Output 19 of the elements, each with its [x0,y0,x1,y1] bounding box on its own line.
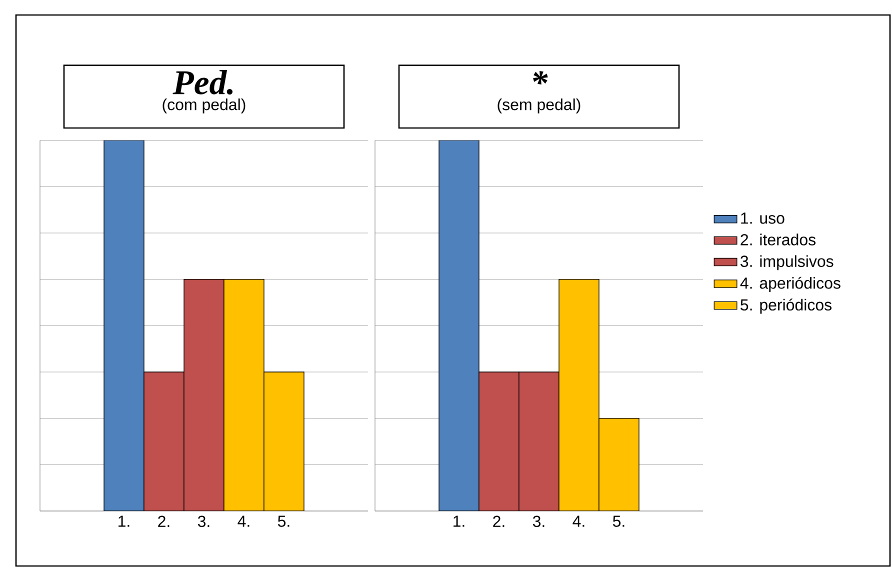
chart-title: * [533,70,548,85]
chart-title: Ped. [172,70,232,95]
legend-label: 5. periódicos [740,298,832,314]
legend-label: 3. impulsivos [740,255,834,270]
x-tick-label: 3. [198,516,210,528]
x-tick-label: 3. [532,516,544,528]
x-tick-label: 1. [118,516,130,527]
x-tick-label: 1. [454,516,464,527]
legend-label: 1. uso [741,212,784,224]
x-tick-label: 2. [158,516,170,527]
chart-subtitle: (sem pedal) [498,98,580,114]
legend-label: 4. aperiódicos [740,276,840,292]
x-tick-label: 2. [493,516,504,527]
chart-subtitle: (com pedal) [162,98,246,114]
x-tick-label: 4. [572,516,584,527]
x-tick-label: 4. [238,516,250,527]
x-tick-label: 5. [612,516,624,527]
legend-label: 2. iterados [740,234,816,246]
x-tick-label: 5. [278,516,290,527]
